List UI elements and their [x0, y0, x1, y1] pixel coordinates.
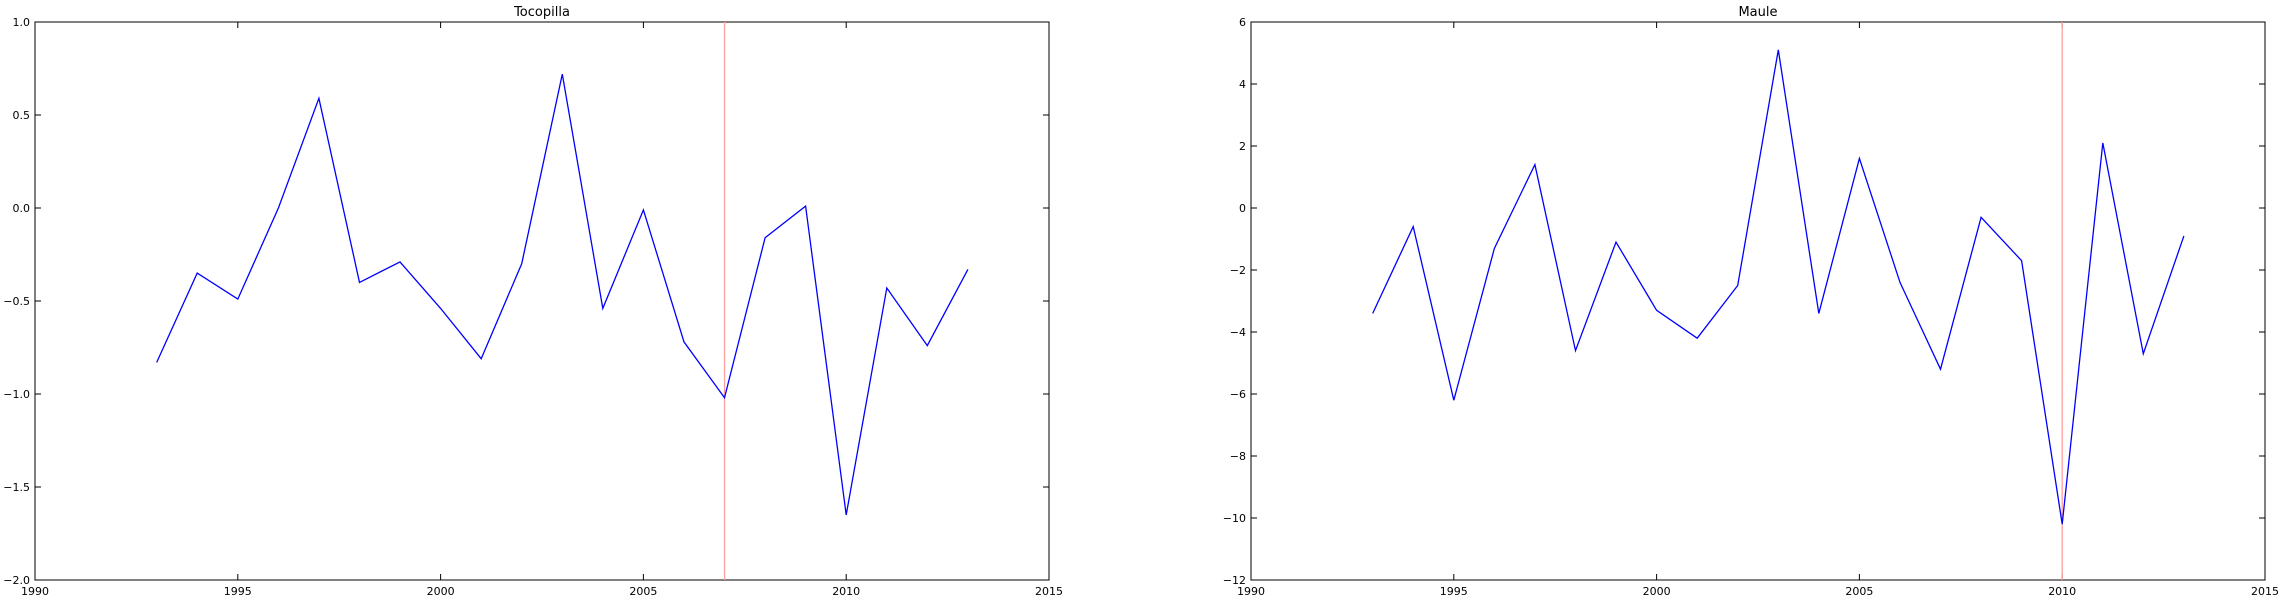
data-point [885, 286, 888, 289]
data-point [723, 396, 726, 399]
data-point [1898, 281, 1901, 284]
data-point [236, 298, 239, 301]
data-point [1452, 399, 1455, 402]
data-point [1412, 225, 1415, 228]
data-point [480, 357, 483, 360]
chart-title: Tocopilla [513, 5, 570, 20]
data-point [966, 268, 969, 271]
plot-frame [1250, 21, 2266, 581]
chart-maule: Maule 1990 1995 2000 2005 2010 2015 −12 −10 −8 −6 −… [1223, 5, 2279, 598]
x-tick-label: 2010 [2048, 585, 2076, 598]
data-point [1533, 163, 1536, 166]
x-tick-label: 1995 [224, 585, 252, 598]
y-tick-label: 1.0 [13, 16, 31, 29]
data-point [2061, 523, 2064, 526]
x-tick-label: 1995 [1440, 585, 1468, 598]
y-tick-label: 0.0 [13, 202, 31, 215]
y-tick-label: 0.5 [13, 109, 31, 122]
data-point [1777, 48, 1780, 51]
data-point [2142, 352, 2145, 355]
data-point [277, 207, 280, 210]
y-tick-label: −12 [1223, 574, 1246, 587]
data-point [155, 361, 158, 364]
data-point [1371, 312, 1374, 315]
x-tick-label: 2005 [629, 585, 657, 598]
data-point [642, 208, 645, 211]
y-tick-label: −8 [1230, 450, 1246, 463]
data-point [1655, 309, 1658, 312]
data-point [317, 97, 320, 100]
data-point [561, 73, 564, 76]
data-point [1939, 368, 1942, 371]
data-point [196, 272, 199, 275]
data-point [764, 236, 767, 239]
y-tick-label: 0 [1239, 202, 1246, 215]
data-point [2182, 234, 2185, 237]
y-tick-label: −1.0 [3, 388, 30, 401]
data-point [926, 344, 929, 347]
data-point [845, 513, 848, 516]
data-point [2020, 259, 2023, 262]
data-point [682, 340, 685, 343]
x-tick-label: 1990 [1237, 585, 1265, 598]
data-point [1980, 216, 1983, 219]
x-tick-label: 2015 [2251, 585, 2279, 598]
x-tick-label: 2015 [1035, 585, 1063, 598]
data-point [399, 260, 402, 263]
data-point [439, 307, 442, 310]
series-line [156, 73, 969, 516]
plot-frame [34, 21, 1050, 581]
y-tick-label: −4 [1230, 326, 1246, 339]
data-point [804, 205, 807, 208]
y-tick-label: −2.0 [3, 574, 30, 587]
x-tick-label: 2005 [1845, 585, 1873, 598]
y-tick-label: 4 [1239, 78, 1246, 91]
data-point [2101, 141, 2104, 144]
data-point [1696, 337, 1699, 340]
data-point [1615, 241, 1618, 244]
data-point [1817, 312, 1820, 315]
data-point [1858, 157, 1861, 160]
x-tick-label: 2000 [1643, 585, 1671, 598]
data-point [1736, 284, 1739, 287]
x-tick-label: 1990 [21, 585, 49, 598]
data-point [520, 262, 523, 265]
data-point [601, 307, 604, 310]
data-point [1493, 247, 1496, 250]
data-point [1574, 349, 1577, 352]
y-tick-label: −1.5 [3, 481, 30, 494]
chart-title: Maule [1738, 5, 1777, 20]
data-point [358, 281, 361, 284]
series-line [1372, 49, 2185, 525]
chart-tocopilla: Tocopilla 1990 1995 2000 2005 2010 2015 −2.0 −1.… [3, 5, 1063, 598]
y-tick-label: 2 [1239, 140, 1246, 153]
y-tick-label: −10 [1223, 512, 1246, 525]
y-tick-label: −6 [1230, 388, 1246, 401]
x-tick-label: 2010 [832, 585, 860, 598]
y-tick-label: 6 [1239, 16, 1246, 29]
y-tick-label: −0.5 [3, 295, 30, 308]
y-tick-label: −2 [1230, 264, 1246, 277]
x-tick-label: 2000 [427, 585, 455, 598]
